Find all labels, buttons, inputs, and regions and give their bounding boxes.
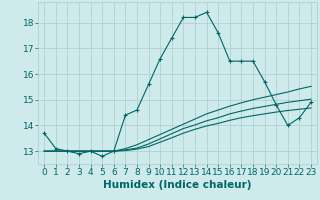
X-axis label: Humidex (Indice chaleur): Humidex (Indice chaleur)	[103, 180, 252, 190]
